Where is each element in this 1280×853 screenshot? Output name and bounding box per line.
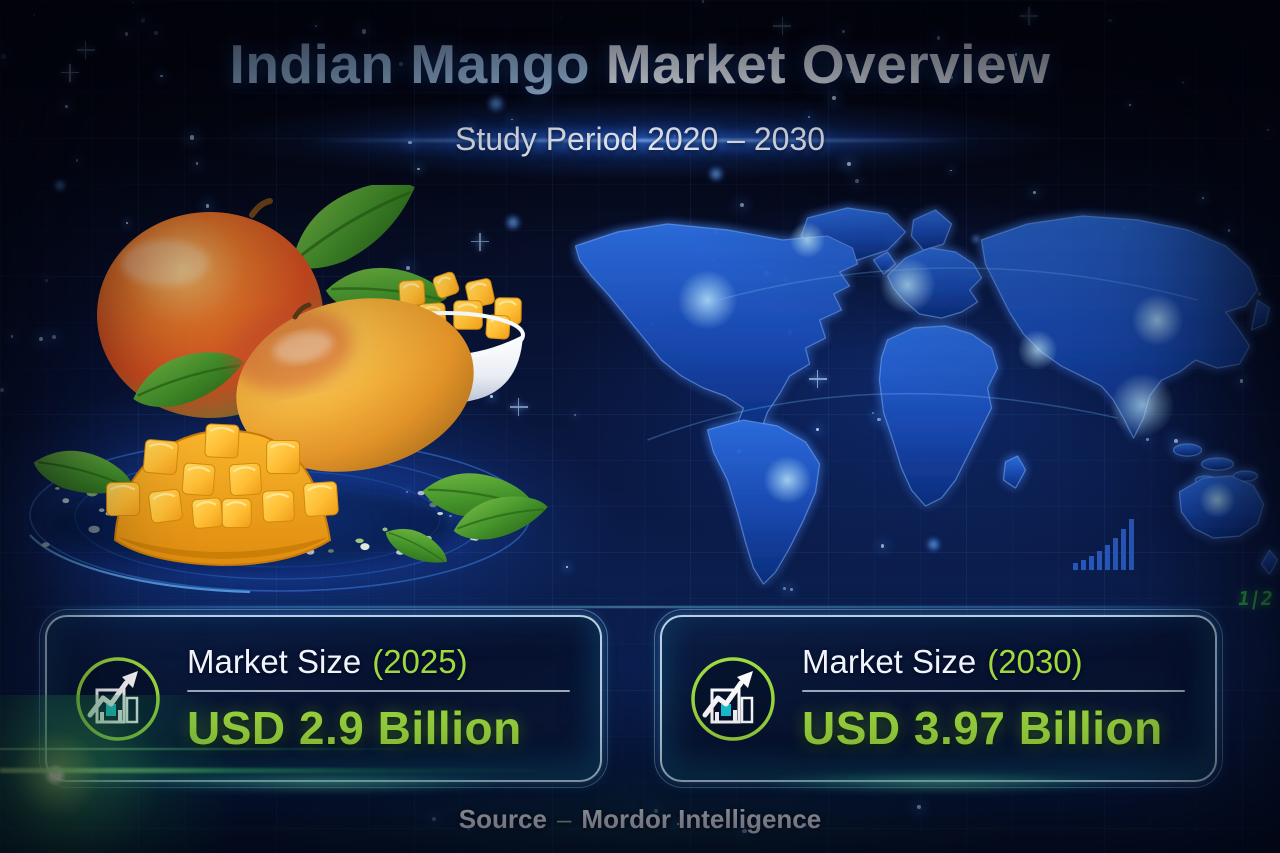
market-size-2025-value: USD 2.9 Billion	[187, 701, 522, 754]
study-period-subtitle: Study Period 2020 – 2030	[454, 120, 826, 157]
stat-cards: Market Size (2025) USD 2.9 Billion	[39, 609, 1223, 788]
growth-chart-icon	[691, 656, 775, 741]
page-title: Indian Mango Market Overview	[0, 33, 1280, 95]
card-label: Market Size	[802, 642, 977, 680]
market-size-2025-card: Market Size (2025) USD 2.9 Billion	[39, 609, 608, 788]
source-attribution: Source – Mordor Intelligence	[0, 804, 1280, 835]
header: Indian Mango Market Overview Study Perio…	[0, 33, 1280, 158]
title-accent: Indian Mango	[229, 33, 590, 95]
card-title: Market Size (2025)	[187, 643, 570, 681]
card-divider	[802, 689, 1185, 692]
mango-illustration	[12, 185, 551, 601]
growth-chart-icon	[76, 656, 160, 741]
matrix-code-text: 1|2	[1236, 588, 1275, 610]
world-map-graphic	[574, 207, 1279, 585]
card-label: Market Size	[187, 642, 362, 680]
card-title: Market Size (2030)	[802, 643, 1185, 681]
source-name: Mordor Intelligence	[581, 804, 822, 834]
market-size-2030-value: USD 3.97 Billion	[802, 701, 1163, 754]
market-size-2030-card: Market Size (2030) USD 3.97 Billion	[654, 609, 1223, 788]
source-prefix: Source	[458, 804, 547, 834]
card-year: (2025)	[372, 642, 468, 680]
source-separator: –	[556, 804, 572, 834]
card-body: Market Size (2030) USD 3.97 Billion	[802, 643, 1185, 755]
card-body: Market Size (2025) USD 2.9 Billion	[187, 643, 570, 755]
rising-bars-icon	[1073, 519, 1134, 570]
card-year: (2030)	[987, 642, 1083, 680]
card-divider	[187, 689, 570, 692]
title-rest: Market Overview	[589, 33, 1051, 95]
